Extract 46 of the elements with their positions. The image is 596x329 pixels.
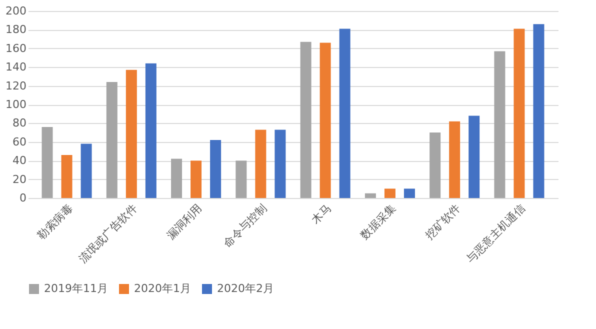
bar	[145, 63, 156, 198]
bar	[339, 28, 350, 198]
y-tick-label: 20	[12, 172, 26, 186]
x-tick-label: 与恶意主机通信	[464, 202, 528, 266]
bar	[494, 51, 506, 198]
bar	[514, 28, 525, 198]
x-tick-label: 勒索病毒	[34, 202, 76, 242]
legend-label: 2020年2月	[217, 282, 274, 295]
bar	[320, 42, 331, 198]
bar	[255, 130, 266, 198]
bar	[364, 193, 376, 198]
bar	[430, 132, 441, 198]
bar	[533, 24, 544, 198]
y-tick-label: 160	[6, 42, 26, 55]
x-tick-label: 数据采集	[358, 202, 398, 242]
bar	[384, 188, 396, 198]
bar	[210, 140, 222, 198]
bar	[42, 126, 53, 198]
x-tick-label: 挖矿软件	[422, 202, 464, 242]
bar	[171, 158, 182, 198]
bar	[236, 160, 247, 198]
y-tick-label: 140	[6, 60, 26, 74]
x-tick-label: 漏洞利用	[164, 202, 205, 242]
bar	[80, 144, 92, 198]
y-tick-label: 0	[20, 192, 26, 204]
y-tick-label: 80	[12, 116, 26, 130]
bar	[404, 188, 415, 198]
bar	[300, 42, 312, 198]
bar	[449, 121, 460, 198]
y-tick-label: 40	[12, 154, 26, 168]
y-tick-label: 120	[6, 79, 26, 92]
y-tick-label: 100	[6, 98, 26, 111]
y-tick-label: 180	[6, 23, 26, 36]
y-tick-label: 200	[6, 4, 26, 18]
y-tick-label: 60	[12, 135, 26, 148]
bar	[274, 130, 286, 198]
x-tick-label: 命令与控制	[221, 202, 270, 250]
legend-label: 2019年11月	[44, 282, 108, 295]
x-tick-label: 木马	[309, 202, 334, 227]
x-tick-label: 流氓或广告软件	[76, 202, 140, 266]
bar	[468, 116, 480, 198]
bar	[190, 160, 202, 198]
bar	[126, 70, 137, 198]
bar	[61, 154, 72, 198]
bar	[106, 82, 118, 198]
legend-label: 2020年1月	[134, 282, 191, 295]
